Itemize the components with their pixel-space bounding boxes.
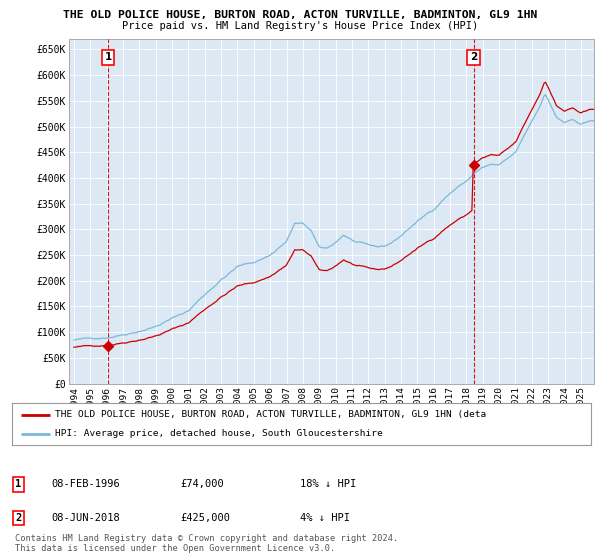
Text: 1: 1 xyxy=(104,52,112,62)
Text: HPI: Average price, detached house, South Gloucestershire: HPI: Average price, detached house, Sout… xyxy=(55,430,383,438)
Text: 18% ↓ HPI: 18% ↓ HPI xyxy=(300,479,356,489)
Text: Contains HM Land Registry data © Crown copyright and database right 2024.
This d: Contains HM Land Registry data © Crown c… xyxy=(15,534,398,553)
Text: £74,000: £74,000 xyxy=(180,479,224,489)
Text: 1: 1 xyxy=(15,479,21,489)
Text: 2: 2 xyxy=(470,52,477,62)
Text: 4% ↓ HPI: 4% ↓ HPI xyxy=(300,513,350,523)
Text: 08-FEB-1996: 08-FEB-1996 xyxy=(51,479,120,489)
Text: £425,000: £425,000 xyxy=(180,513,230,523)
Text: THE OLD POLICE HOUSE, BURTON ROAD, ACTON TURVILLE, BADMINTON, GL9 1HN: THE OLD POLICE HOUSE, BURTON ROAD, ACTON… xyxy=(63,10,537,20)
Text: THE OLD POLICE HOUSE, BURTON ROAD, ACTON TURVILLE, BADMINTON, GL9 1HN (deta: THE OLD POLICE HOUSE, BURTON ROAD, ACTON… xyxy=(55,410,487,419)
Text: Price paid vs. HM Land Registry's House Price Index (HPI): Price paid vs. HM Land Registry's House … xyxy=(122,21,478,31)
Text: 2: 2 xyxy=(15,513,21,523)
Text: 08-JUN-2018: 08-JUN-2018 xyxy=(51,513,120,523)
